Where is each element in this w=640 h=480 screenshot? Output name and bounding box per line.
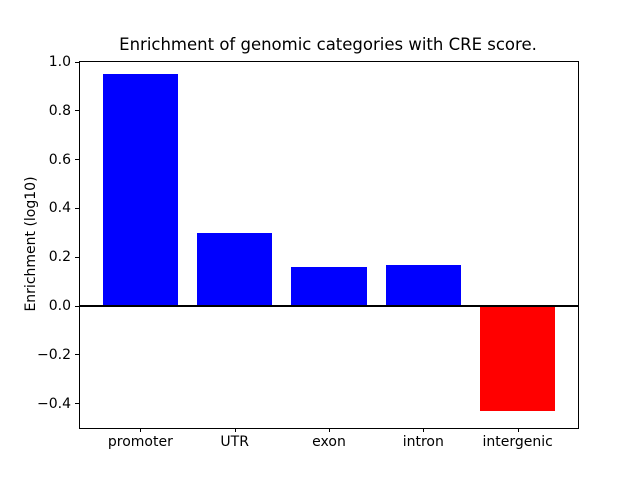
x-tick-label-exon: exon — [312, 434, 346, 450]
y-tick-mark — [75, 256, 79, 258]
y-tick-mark — [75, 61, 79, 63]
bar-promoter — [102, 74, 179, 306]
y-tick-label: −0.4 — [37, 395, 71, 412]
x-tick-label-intron: intron — [402, 434, 444, 450]
y-tick-label: 0.0 — [48, 298, 71, 314]
y-tick-label: 0.8 — [48, 102, 71, 119]
x-tick-mark — [517, 428, 519, 432]
x-tick-mark — [329, 428, 330, 432]
bar-UTR — [196, 232, 273, 306]
zero-line — [80, 305, 578, 307]
bar-intron — [385, 264, 462, 306]
y-axis-label: Enrichment (log10) — [23, 176, 39, 312]
y-tick-label: 0.4 — [48, 200, 71, 217]
x-tick-label-promoter: promoter — [107, 434, 173, 450]
x-tick-label-UTR: UTR — [220, 434, 249, 450]
x-tick-mark — [423, 428, 425, 432]
chart-title: Enrichment of genomic categories with CR… — [119, 35, 537, 54]
y-tick-mark — [75, 305, 79, 307]
y-tick-mark — [75, 403, 79, 405]
y-tick-mark — [75, 354, 79, 356]
y-tick-label: −0.2 — [37, 346, 71, 363]
x-tick-mark — [234, 428, 236, 432]
plot-area — [79, 61, 579, 429]
y-tick-label: 1.0 — [48, 54, 71, 70]
y-tick-mark — [75, 159, 79, 161]
bar-intergenic — [479, 306, 556, 411]
y-tick-label: 0.2 — [48, 249, 71, 266]
x-tick-mark — [140, 428, 142, 432]
y-tick-label: 0.6 — [48, 151, 71, 168]
y-tick-mark — [75, 207, 79, 209]
bar-exon — [291, 266, 367, 306]
x-tick-label-intergenic: intergenic — [482, 434, 553, 450]
y-tick-mark — [75, 110, 79, 112]
